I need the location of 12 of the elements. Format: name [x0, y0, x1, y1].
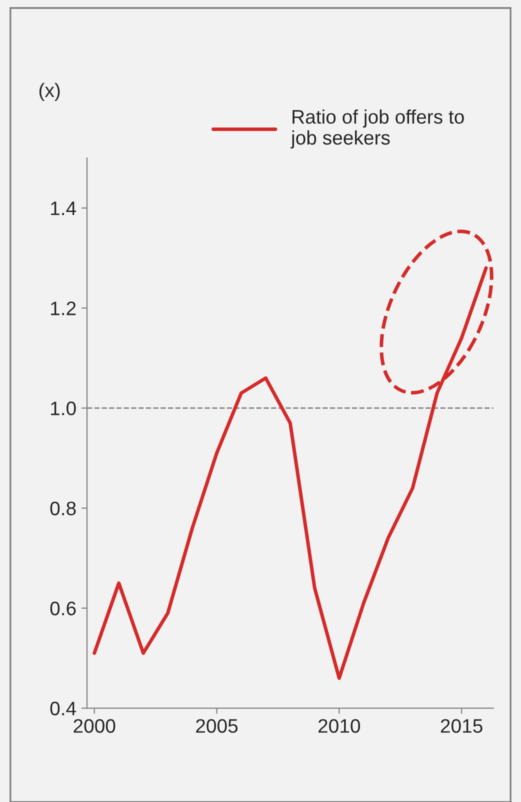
y-tick-label: 1.0: [51, 402, 76, 416]
y-tick-label: 0.6: [50, 602, 76, 616]
legend-label: Ratio of job offers to job seekers: [290, 109, 464, 149]
y-tick-label: 0.8: [50, 502, 76, 516]
y-tick-label: 1.2: [51, 302, 76, 316]
y-tick-label: 0.4: [50, 702, 76, 716]
x-tick-label: 2005: [196, 719, 238, 733]
y-axis-title: (x): [39, 82, 60, 102]
x-tick-label: 2015: [440, 719, 482, 733]
x-tick-label: 2000: [74, 719, 116, 733]
x-tick-label: 2010: [318, 719, 360, 733]
y-tick-label: 1.4: [51, 202, 76, 216]
